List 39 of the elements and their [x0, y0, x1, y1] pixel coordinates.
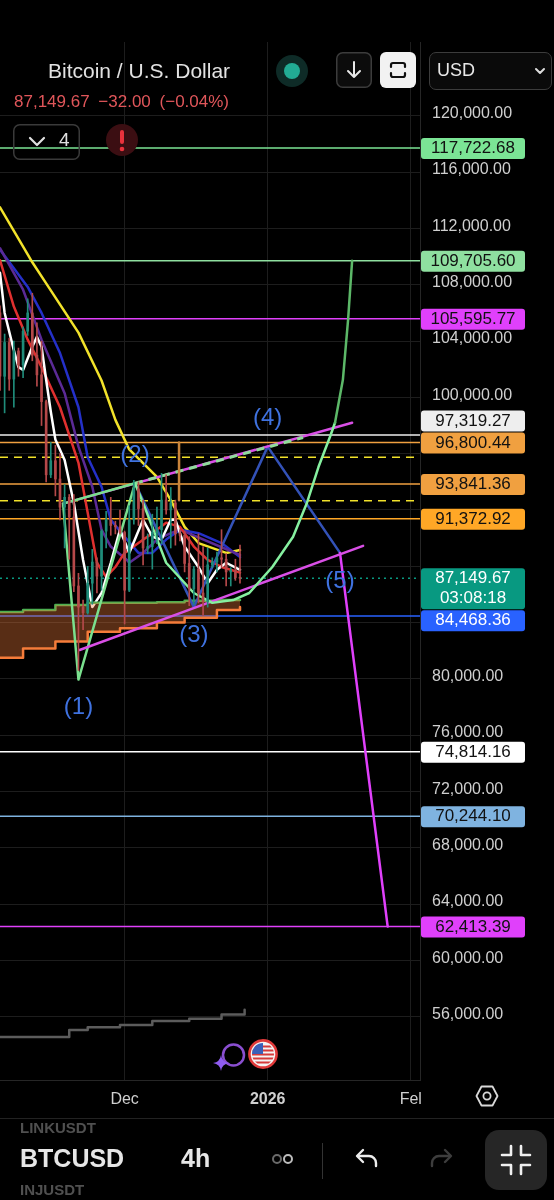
ref-line-label: 62,413.39: [435, 916, 511, 936]
y-tick-label: 120,000.00: [432, 104, 513, 122]
ref-line-label: 117,722.68: [431, 138, 515, 158]
y-tick-label: 80,000.00: [432, 667, 504, 685]
ref-line-label: 97,319.27: [435, 410, 511, 430]
annotation: (1): [63, 692, 94, 720]
ref-line-label: 91,372.92: [435, 508, 511, 528]
y-tick-label: 100,000.00: [432, 385, 513, 403]
text: Bitcoin / U.S. Dollar: [48, 58, 231, 84]
y-tick-label: 108,000.00: [432, 272, 513, 290]
x-tick-label: 2026: [249, 1090, 286, 1108]
ref-line-label: 96,800.44: [435, 432, 511, 452]
y-tick-label: 116,000.00: [432, 160, 511, 178]
ref-line-label: 70,244.10: [435, 806, 511, 826]
ref-line-label: 87,149.67 03:08:18: [435, 568, 511, 608]
text: 4h: [181, 1143, 211, 1173]
x-tick-label: Dec: [110, 1090, 139, 1108]
y-tick-label: 104,000.00: [432, 329, 513, 347]
y-tick-label: 56,000.00: [432, 1004, 504, 1022]
annotation: (4): [253, 403, 283, 431]
y-tick-label: 60,000.00: [432, 948, 504, 966]
ref-line-label: 105,595.77: [430, 308, 516, 328]
y-tick-label: 64,000.00: [432, 892, 504, 910]
text: LINKUSDT: [20, 1119, 96, 1137]
text: INJUSDT: [20, 1181, 85, 1199]
x-tick-label: Fel: [399, 1090, 422, 1108]
ref-line-label: 84,468.36: [435, 610, 511, 630]
y-tick-label: 76,000.00: [432, 723, 504, 741]
ref-line-label: 74,814.16: [435, 742, 511, 762]
y-tick-label: 72,000.00: [432, 779, 504, 797]
ref-line-label: 93,841.36: [435, 474, 511, 494]
text: 87,149.67 −32.00 (−0.04%): [14, 92, 229, 113]
text: USD: [437, 60, 476, 82]
ref-line-label: 109,705.60: [430, 250, 516, 270]
annotation: (3): [179, 619, 209, 647]
y-tick-label: 68,000.00: [432, 835, 504, 853]
annotation: 4: [59, 129, 70, 152]
text: BTCUSD: [20, 1143, 125, 1173]
y-tick-label: 112,000.00: [432, 216, 511, 234]
